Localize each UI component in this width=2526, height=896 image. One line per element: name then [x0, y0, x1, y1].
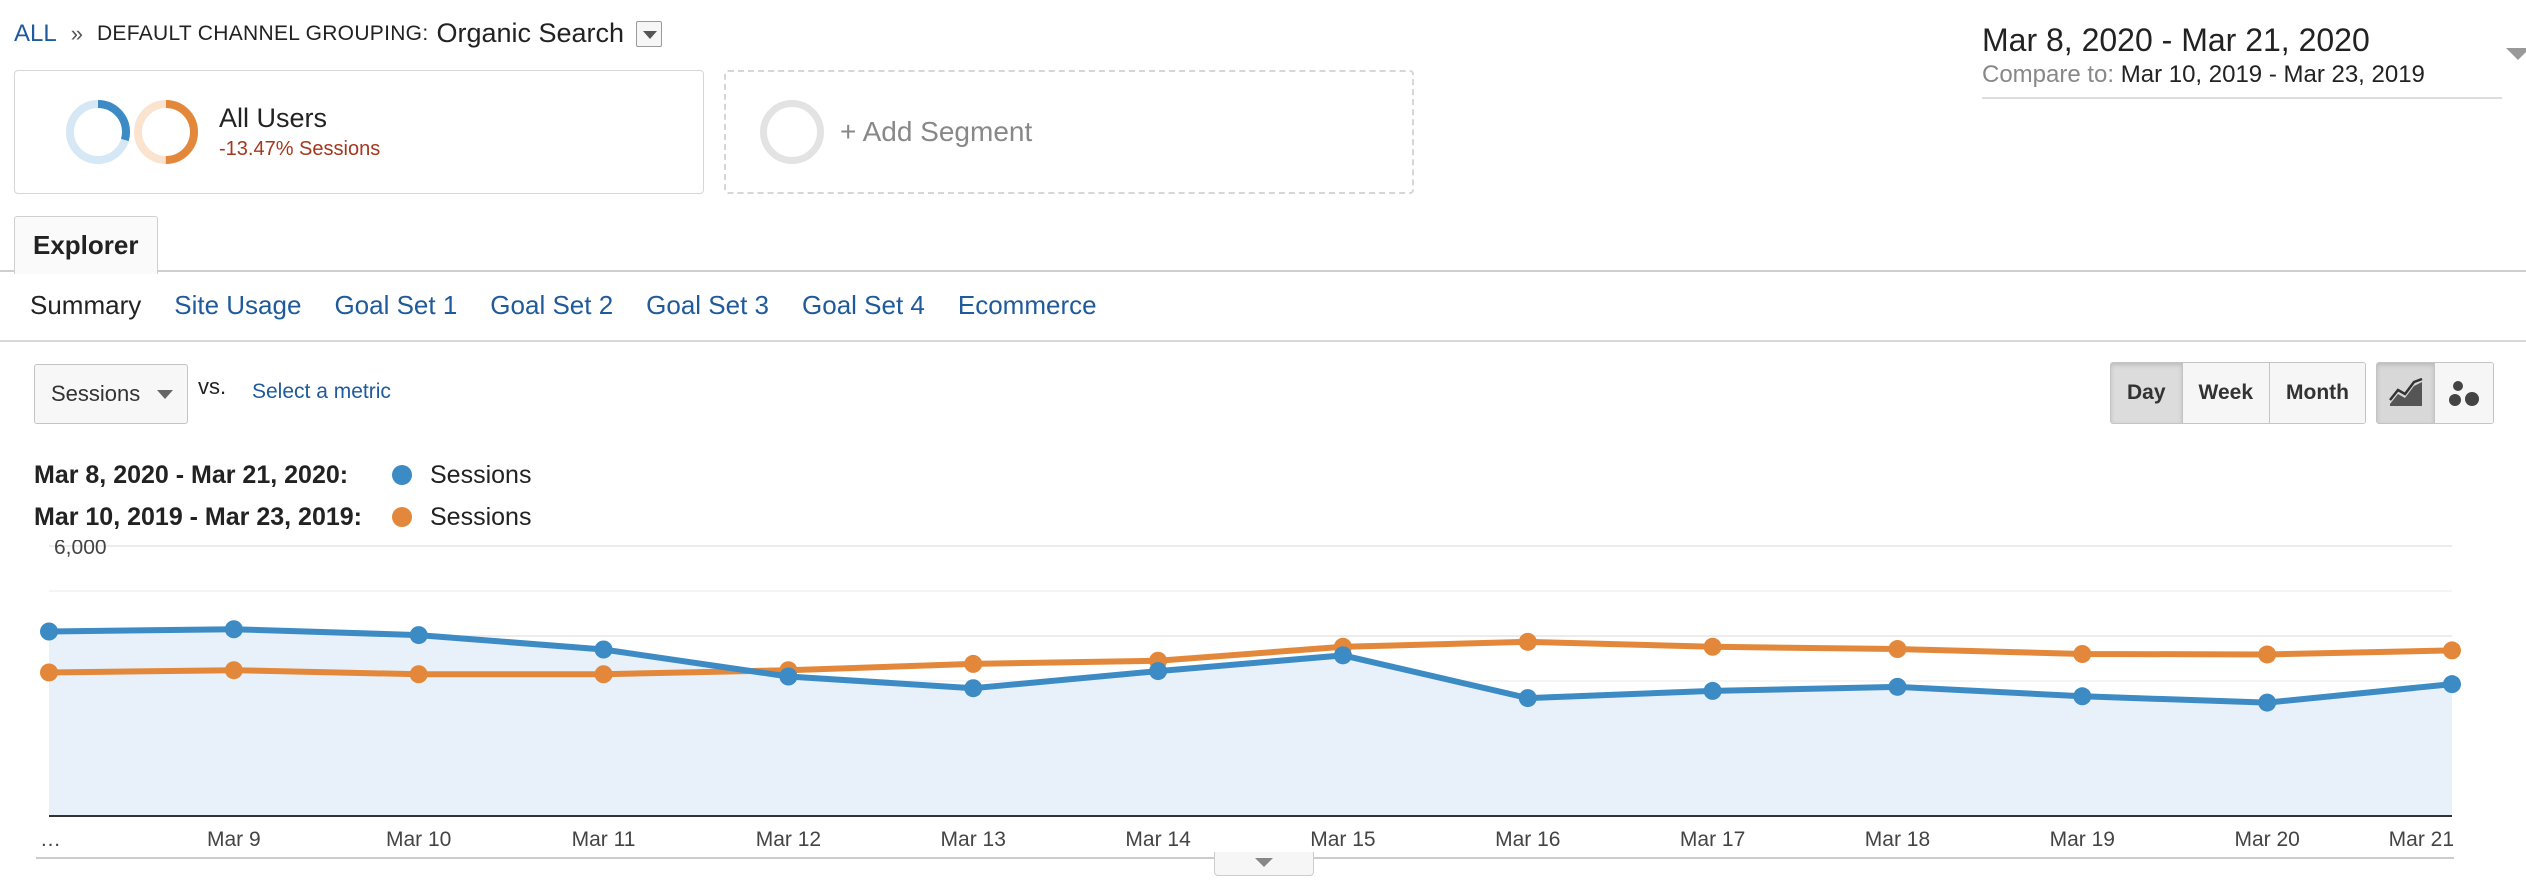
data-point-previous	[2073, 645, 2092, 663]
chart-legend: Mar 8, 2020 - Mar 21, 2020: Sessions Mar…	[34, 454, 531, 538]
data-point-current	[224, 620, 243, 639]
data-point-previous	[1703, 637, 1722, 656]
line-chart-icon	[2388, 378, 2422, 406]
x-tick-label: Mar 9	[207, 828, 261, 851]
data-point-current	[1703, 681, 1722, 700]
data-point-previous	[224, 661, 243, 680]
subtab-goal-set-3[interactable]: Goal Set 3	[646, 290, 770, 320]
date-range-main: Mar 8, 2020 - Mar 21, 2020	[1982, 22, 2370, 58]
period-day-button[interactable]: Day	[2111, 363, 2183, 423]
segment-card-all-users[interactable]: All Users -13.47% Sessions	[14, 70, 704, 194]
series-line-current	[48, 626, 2453, 706]
data-point-current	[1888, 677, 1907, 696]
segment-donut-current-icon	[66, 100, 130, 164]
subtab-divider	[0, 340, 2526, 342]
chart-resize-handle[interactable]	[1214, 852, 1314, 876]
legend-row-current: Mar 8, 2020 - Mar 21, 2020: Sessions	[34, 454, 531, 496]
data-point-previous	[1888, 640, 1907, 659]
x-tick-label: Mar 18	[1865, 828, 1930, 851]
data-point-current	[2258, 693, 2277, 712]
data-point-current	[409, 626, 428, 645]
y-tick-label: 6,000	[54, 540, 107, 559]
segment-name: All Users	[219, 103, 328, 133]
add-segment-ring-icon	[760, 100, 824, 164]
explorer-subtabs: Summary Site Usage Goal Set 1 Goal Set 2…	[30, 290, 1130, 321]
legend-dot-previous-icon	[392, 507, 412, 527]
data-point-previous	[594, 665, 613, 684]
x-tick-label: Mar 11	[572, 828, 636, 851]
subtab-site-usage[interactable]: Site Usage	[174, 290, 302, 320]
data-point-current	[1518, 689, 1537, 708]
legend-range-current: Mar 8, 2020 - Mar 21, 2020:	[34, 460, 349, 489]
add-segment-button[interactable]: + Add Segment	[724, 70, 1414, 194]
period-button-group: Day Week Month	[2110, 362, 2366, 424]
data-point-current	[2443, 675, 2461, 694]
dimension-dropdown-button[interactable]	[636, 20, 663, 47]
compare-to-label: Compare to:	[1982, 61, 2121, 88]
motion-chart-button[interactable]	[2435, 363, 2493, 423]
data-point-current	[964, 679, 983, 698]
data-point-current	[779, 667, 798, 686]
legend-range-previous: Mar 10, 2019 - Mar 23, 2019:	[34, 502, 362, 531]
tab-explorer[interactable]: Explorer	[14, 216, 158, 274]
data-point-current	[40, 622, 58, 641]
legend-series-current: Sessions	[430, 460, 532, 489]
line-chart-button[interactable]	[2377, 363, 2435, 423]
data-point-current	[1333, 646, 1352, 665]
x-tick-label: …	[40, 828, 61, 851]
series-line-previous	[48, 638, 2453, 678]
x-tick-label: Mar 10	[386, 828, 451, 851]
subtab-goal-set-1[interactable]: Goal Set 1	[334, 290, 458, 320]
data-point-previous	[40, 663, 58, 682]
x-tick-label: Mar 15	[1310, 828, 1375, 851]
subtab-goal-set-2[interactable]: Goal Set 2	[490, 290, 614, 320]
segment-change: -13.47% Sessions	[219, 138, 381, 160]
x-tick-label: Mar 14	[1125, 828, 1191, 851]
period-month-button[interactable]: Month	[2270, 363, 2365, 423]
legend-series-previous: Sessions	[430, 502, 532, 531]
data-point-previous	[409, 665, 428, 684]
breadcrumb-dimension-value: Organic Search	[436, 18, 625, 48]
data-point-current	[1149, 662, 1168, 681]
x-tick-label: Mar 19	[2050, 828, 2115, 851]
x-tick-label: Mar 17	[1680, 828, 1745, 851]
breadcrumb-dimension: DEFAULT CHANNEL GROUPING:	[96, 21, 429, 45]
add-segment-label: + Add Segment	[840, 116, 1033, 147]
compare-to-value: Mar 10, 2019 - Mar 23, 2019	[2120, 61, 2425, 88]
subtab-ecommerce[interactable]: Ecommerce	[957, 290, 1097, 320]
period-week-button[interactable]: Week	[2182, 363, 2271, 423]
x-tick-label: Mar 21	[2389, 828, 2454, 851]
legend-row-previous: Mar 10, 2019 - Mar 23, 2019: Sessions	[34, 496, 531, 538]
subtab-summary[interactable]: Summary	[30, 290, 142, 320]
segment-donut-previous-icon	[134, 100, 198, 164]
x-tick-label: Mar 13	[941, 828, 1006, 851]
data-point-previous	[2258, 645, 2277, 664]
report-tab-strip: Explorer	[0, 212, 2526, 274]
subtab-goal-set-4[interactable]: Goal Set 4	[802, 290, 925, 320]
data-point-previous	[964, 654, 983, 673]
date-range-picker[interactable]: Mar 8, 2020 - Mar 21, 2020 Compare to: M…	[1982, 22, 2526, 99]
data-point-current	[594, 640, 613, 659]
x-tick-label: Mar 16	[1495, 828, 1560, 851]
x-tick-label: Mar 20	[2234, 828, 2299, 851]
series-area-current	[49, 629, 2452, 816]
breadcrumb: ALL » DEFAULT CHANNEL GROUPING: Organic …	[14, 18, 663, 49]
data-point-current	[2073, 687, 2092, 706]
breadcrumb-separator: »	[70, 20, 83, 46]
x-tick-label: Mar 12	[756, 828, 821, 851]
legend-dot-current-icon	[392, 465, 412, 485]
vs-label: vs.	[198, 374, 227, 399]
bubble-chart-icon	[2449, 381, 2479, 406]
chevron-down-icon[interactable]	[2506, 48, 2526, 60]
chart-type-button-group	[2376, 362, 2494, 424]
data-point-previous	[2443, 641, 2461, 660]
data-point-previous	[1518, 632, 1537, 651]
date-range-compare: Compare to: Mar 10, 2019 - Mar 23, 2019	[1982, 61, 2502, 89]
metric-select[interactable]: Sessions	[34, 364, 188, 424]
breadcrumb-all-link[interactable]: ALL	[14, 19, 57, 47]
select-metric-link[interactable]: Select a metric	[252, 380, 391, 403]
